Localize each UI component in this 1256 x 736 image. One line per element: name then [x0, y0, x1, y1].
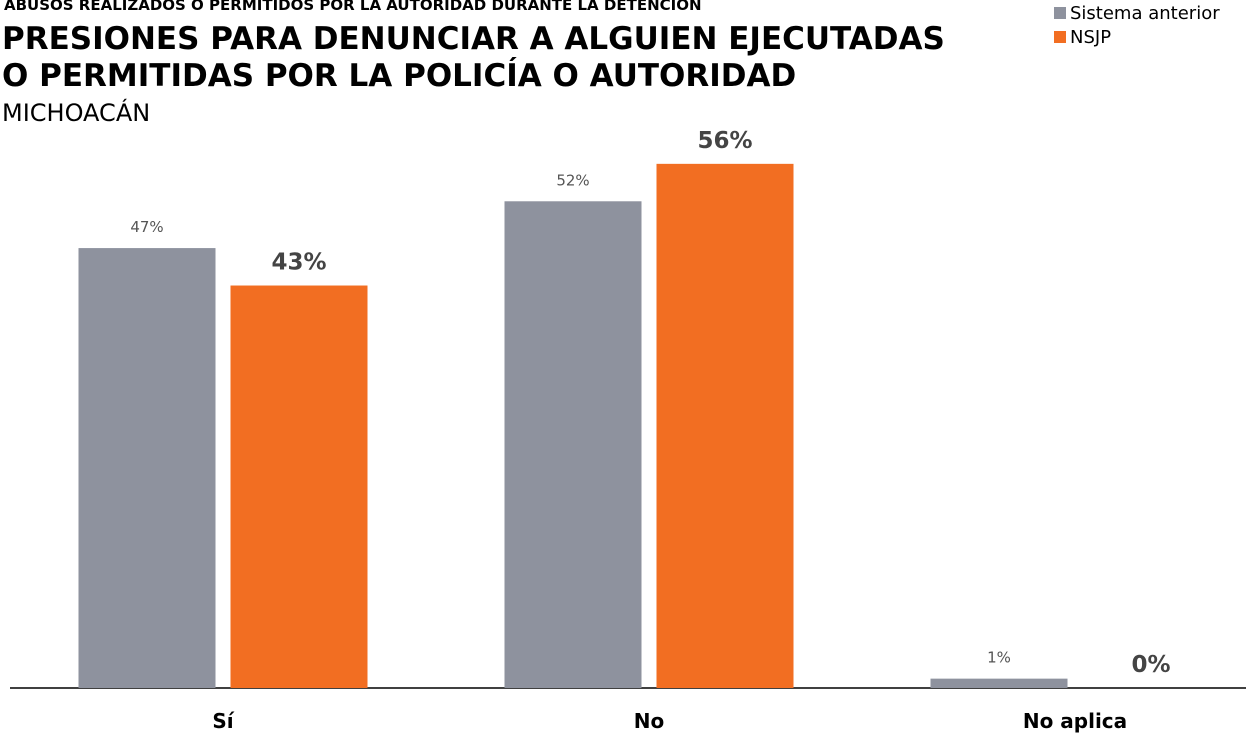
bar: [656, 163, 794, 689]
value-label: 47%: [130, 218, 163, 236]
value-label: 0%: [1131, 652, 1170, 678]
value-label: 43%: [271, 250, 326, 276]
bar: [78, 248, 216, 688]
chart-supertitle: ABUSOS REALIZADOS O PERMITIDOS POR LA AU…: [4, 0, 702, 14]
bar: [930, 678, 1068, 688]
value-label: 1%: [987, 649, 1011, 667]
bar: [230, 285, 368, 688]
value-label: 52%: [556, 171, 589, 189]
chart-subtitle: MICHOACÁN: [2, 98, 150, 127]
legend-swatch: [1054, 7, 1066, 19]
chart-title: PRESIONES PARA DENUNCIAR A ALGUIEN EJECU…: [2, 21, 945, 57]
legend-label: Sistema anterior: [1070, 3, 1220, 24]
legend-swatch: [1054, 31, 1066, 43]
x-tick-label: Sí: [212, 709, 234, 733]
value-label: 56%: [697, 128, 752, 154]
x-tick-label: No: [634, 709, 664, 733]
x-tick-label: No aplica: [1023, 709, 1127, 733]
bar: [504, 201, 642, 688]
chart-title: O PERMITIDAS POR LA POLICÍA O AUTORIDAD: [2, 58, 796, 94]
legend-label: NSJP: [1070, 27, 1111, 48]
